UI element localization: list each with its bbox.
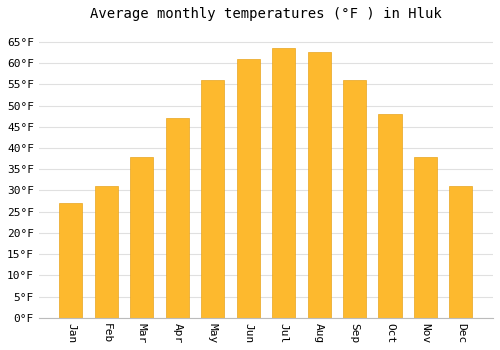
Bar: [95, 186, 118, 318]
Bar: [308, 52, 330, 318]
Bar: [378, 114, 402, 318]
Bar: [236, 59, 260, 318]
Bar: [166, 118, 189, 318]
Title: Average monthly temperatures (°F ) in Hluk: Average monthly temperatures (°F ) in Hl…: [90, 7, 442, 21]
Bar: [60, 203, 82, 318]
Bar: [130, 156, 154, 318]
Bar: [414, 156, 437, 318]
Bar: [343, 80, 366, 318]
Bar: [201, 80, 224, 318]
Bar: [450, 186, 472, 318]
Bar: [272, 48, 295, 318]
